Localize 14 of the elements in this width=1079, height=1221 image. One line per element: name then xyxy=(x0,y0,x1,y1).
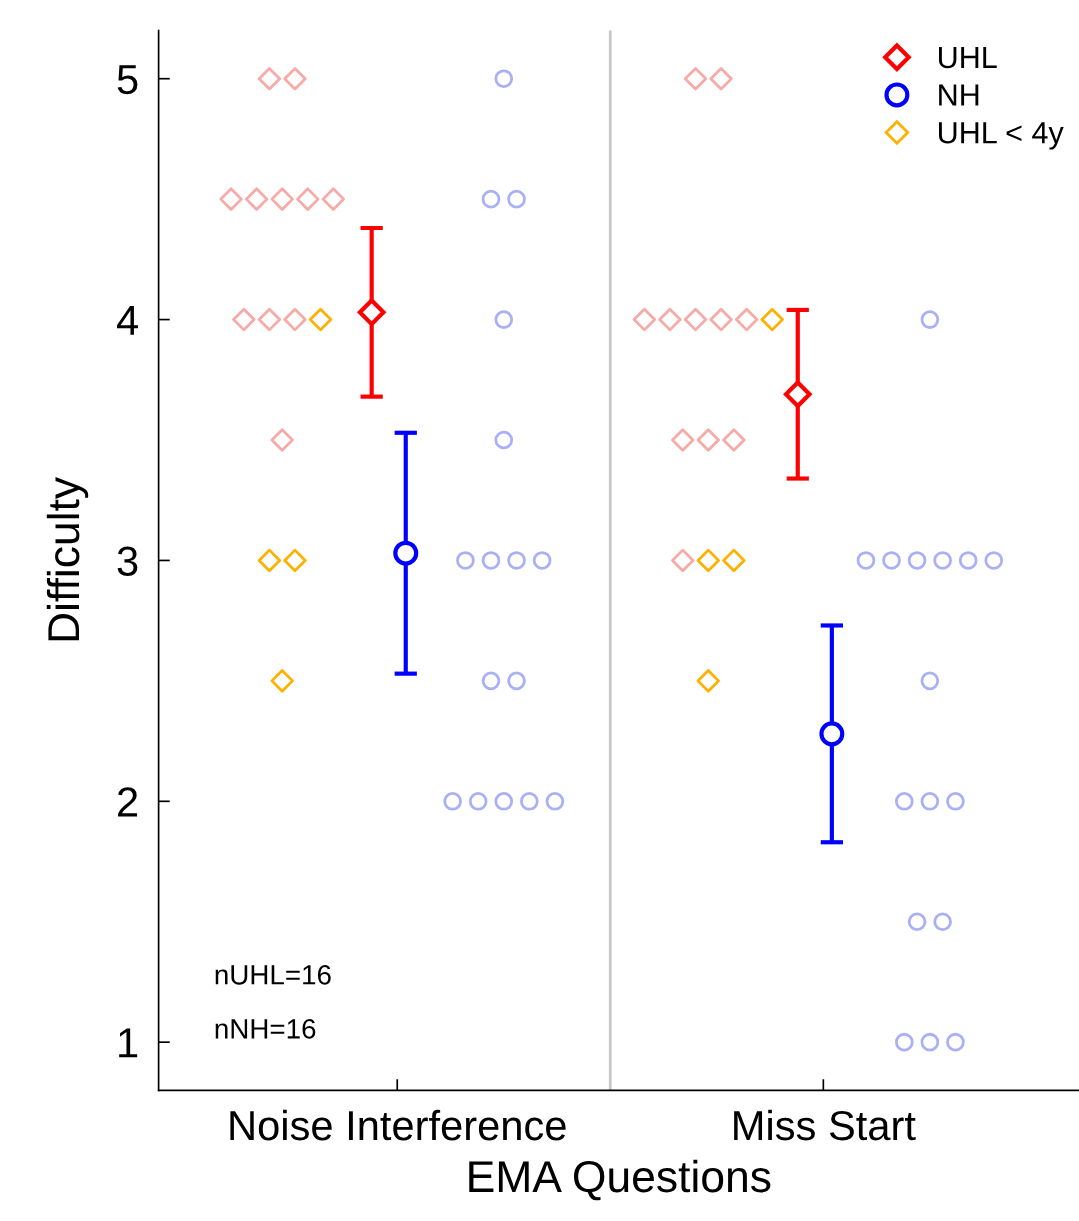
x-axis-title: EMA Questions xyxy=(469,1159,771,1201)
y-tick-label: 4 xyxy=(116,306,138,335)
y-tick-label: 2 xyxy=(118,787,138,817)
y-tick-label: 5 xyxy=(117,65,138,95)
x-tick-label: Noise Interference xyxy=(230,1109,566,1141)
legend-label: NH xyxy=(939,84,979,106)
annotation: nUHL=16 xyxy=(215,964,331,985)
x-tick-label: Miss Start xyxy=(734,1109,916,1141)
legend-label: UHL xyxy=(939,46,997,69)
y-axis-title: Difficulty xyxy=(46,476,89,641)
y-tick-label: 1 xyxy=(119,1028,138,1058)
legend-label: UHL < 4y xyxy=(939,122,1064,150)
y-tick-label: 3 xyxy=(117,546,138,576)
annotation: nNH=16 xyxy=(215,1019,316,1039)
